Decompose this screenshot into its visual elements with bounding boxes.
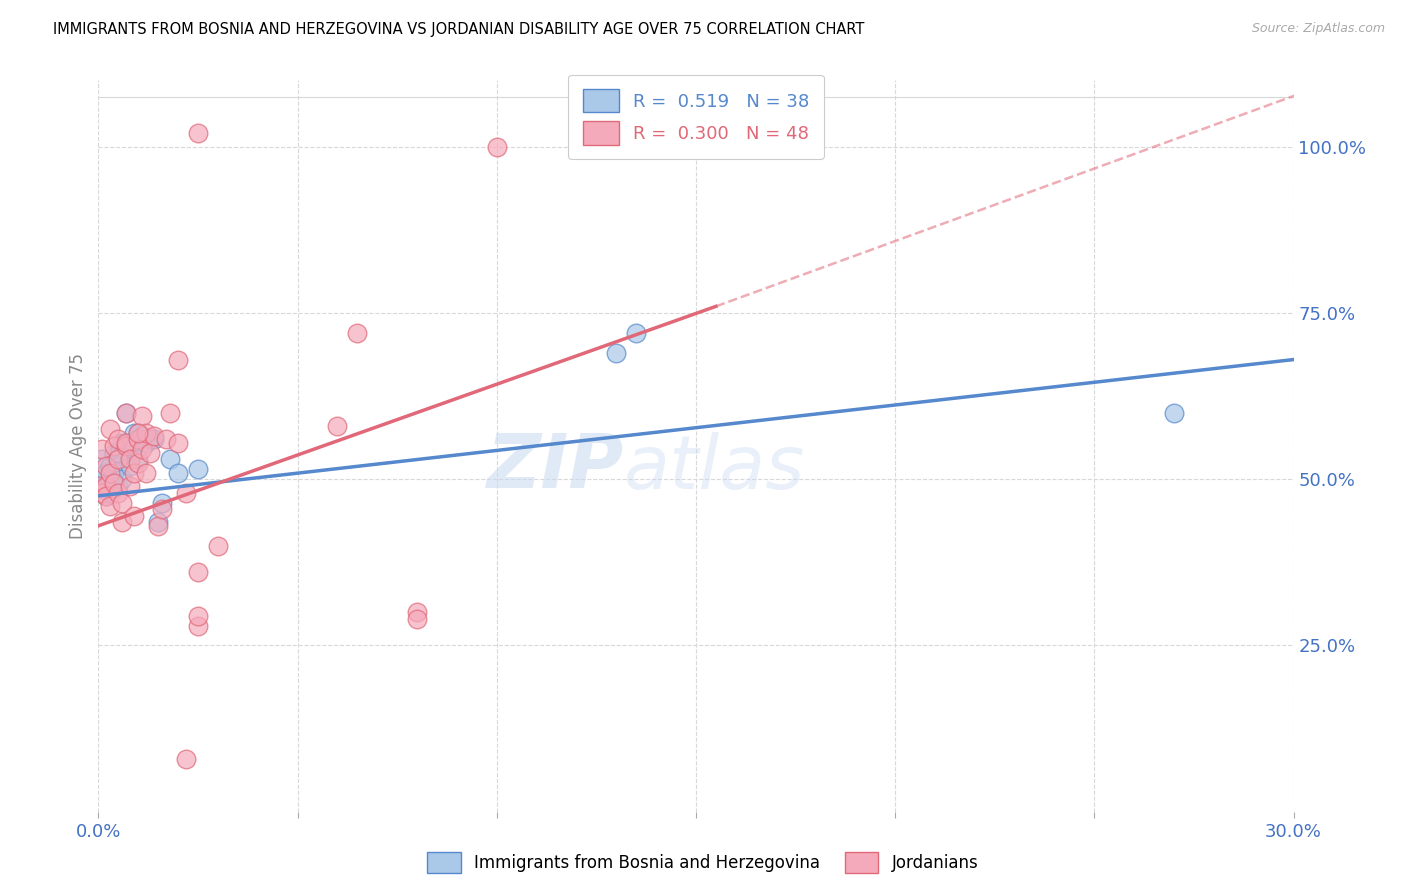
Point bbox=[98, 422, 122, 436]
Point bbox=[96, 466, 118, 480]
Point bbox=[174, 485, 197, 500]
Point bbox=[174, 751, 197, 765]
Point bbox=[187, 608, 209, 623]
Point bbox=[89, 479, 111, 493]
Point bbox=[124, 466, 146, 480]
Point bbox=[91, 442, 114, 457]
Text: IMMIGRANTS FROM BOSNIA AND HERZEGOVINA VS JORDANIAN DISABILITY AGE OVER 75 CORRE: IMMIGRANTS FROM BOSNIA AND HERZEGOVINA V… bbox=[53, 22, 865, 37]
Point bbox=[159, 406, 181, 420]
Point bbox=[626, 326, 648, 340]
Point bbox=[120, 479, 142, 493]
Text: Source: ZipAtlas.com: Source: ZipAtlas.com bbox=[1251, 22, 1385, 36]
Point bbox=[167, 466, 190, 480]
Point bbox=[91, 482, 114, 496]
Point bbox=[107, 479, 129, 493]
Point bbox=[107, 433, 129, 447]
Point bbox=[406, 605, 429, 619]
Point bbox=[143, 433, 166, 447]
Point bbox=[406, 612, 429, 626]
Point bbox=[131, 442, 153, 457]
Point bbox=[159, 452, 181, 467]
Point bbox=[98, 499, 122, 513]
Point bbox=[167, 352, 190, 367]
Point bbox=[150, 495, 173, 509]
Point bbox=[155, 433, 177, 447]
Point bbox=[96, 489, 118, 503]
Point bbox=[120, 458, 142, 473]
Point bbox=[107, 458, 129, 473]
Point bbox=[111, 472, 134, 486]
Point bbox=[187, 618, 209, 632]
Point bbox=[127, 433, 149, 447]
Point bbox=[91, 466, 114, 480]
Point bbox=[98, 472, 122, 486]
Point bbox=[111, 516, 134, 530]
Point bbox=[91, 452, 114, 467]
Point bbox=[96, 479, 118, 493]
Point bbox=[150, 502, 173, 516]
Point bbox=[98, 466, 122, 480]
Point bbox=[148, 518, 170, 533]
Point bbox=[326, 419, 349, 434]
Point bbox=[135, 425, 157, 440]
Point bbox=[131, 429, 153, 443]
Point bbox=[187, 462, 209, 476]
Point bbox=[107, 452, 129, 467]
Point bbox=[96, 489, 118, 503]
Point bbox=[187, 566, 209, 580]
Point bbox=[127, 425, 149, 440]
Point bbox=[135, 435, 157, 450]
Point bbox=[115, 439, 138, 453]
Text: ZIP: ZIP bbox=[486, 432, 624, 505]
Point bbox=[127, 456, 149, 470]
Point bbox=[143, 429, 166, 443]
Point bbox=[115, 435, 138, 450]
Point bbox=[139, 445, 162, 459]
Point bbox=[127, 452, 149, 467]
Point bbox=[1163, 406, 1185, 420]
Point bbox=[131, 409, 153, 423]
Point bbox=[107, 445, 129, 459]
Legend: R =  0.519   N = 38, R =  0.300   N = 48: R = 0.519 N = 38, R = 0.300 N = 48 bbox=[568, 75, 824, 159]
Point bbox=[111, 435, 134, 450]
Point bbox=[96, 458, 118, 473]
Point bbox=[103, 439, 125, 453]
Point bbox=[120, 439, 142, 453]
Point bbox=[135, 466, 157, 480]
Legend: Immigrants from Bosnia and Herzegovina, Jordanians: Immigrants from Bosnia and Herzegovina, … bbox=[420, 846, 986, 880]
Point bbox=[127, 425, 149, 440]
Point bbox=[115, 406, 138, 420]
Point bbox=[124, 508, 146, 523]
Point bbox=[103, 445, 125, 459]
Point bbox=[346, 326, 368, 340]
Point bbox=[605, 346, 627, 360]
Point bbox=[91, 472, 114, 486]
Point bbox=[120, 452, 142, 467]
Point bbox=[139, 433, 162, 447]
Point bbox=[485, 140, 508, 154]
Point bbox=[115, 406, 138, 420]
Point bbox=[103, 475, 125, 490]
Point bbox=[111, 495, 134, 509]
Point bbox=[107, 485, 129, 500]
Point bbox=[98, 485, 122, 500]
Point bbox=[167, 435, 190, 450]
Point bbox=[103, 475, 125, 490]
Point bbox=[115, 435, 138, 450]
Point bbox=[91, 485, 114, 500]
Point bbox=[96, 479, 118, 493]
Point bbox=[124, 425, 146, 440]
Point bbox=[187, 127, 209, 141]
Point bbox=[103, 466, 125, 480]
Point bbox=[98, 458, 122, 473]
Point bbox=[148, 516, 170, 530]
Y-axis label: Disability Age Over 75: Disability Age Over 75 bbox=[69, 353, 87, 539]
Point bbox=[207, 539, 229, 553]
Text: atlas: atlas bbox=[624, 432, 806, 504]
Point bbox=[89, 479, 111, 493]
Point bbox=[124, 439, 146, 453]
